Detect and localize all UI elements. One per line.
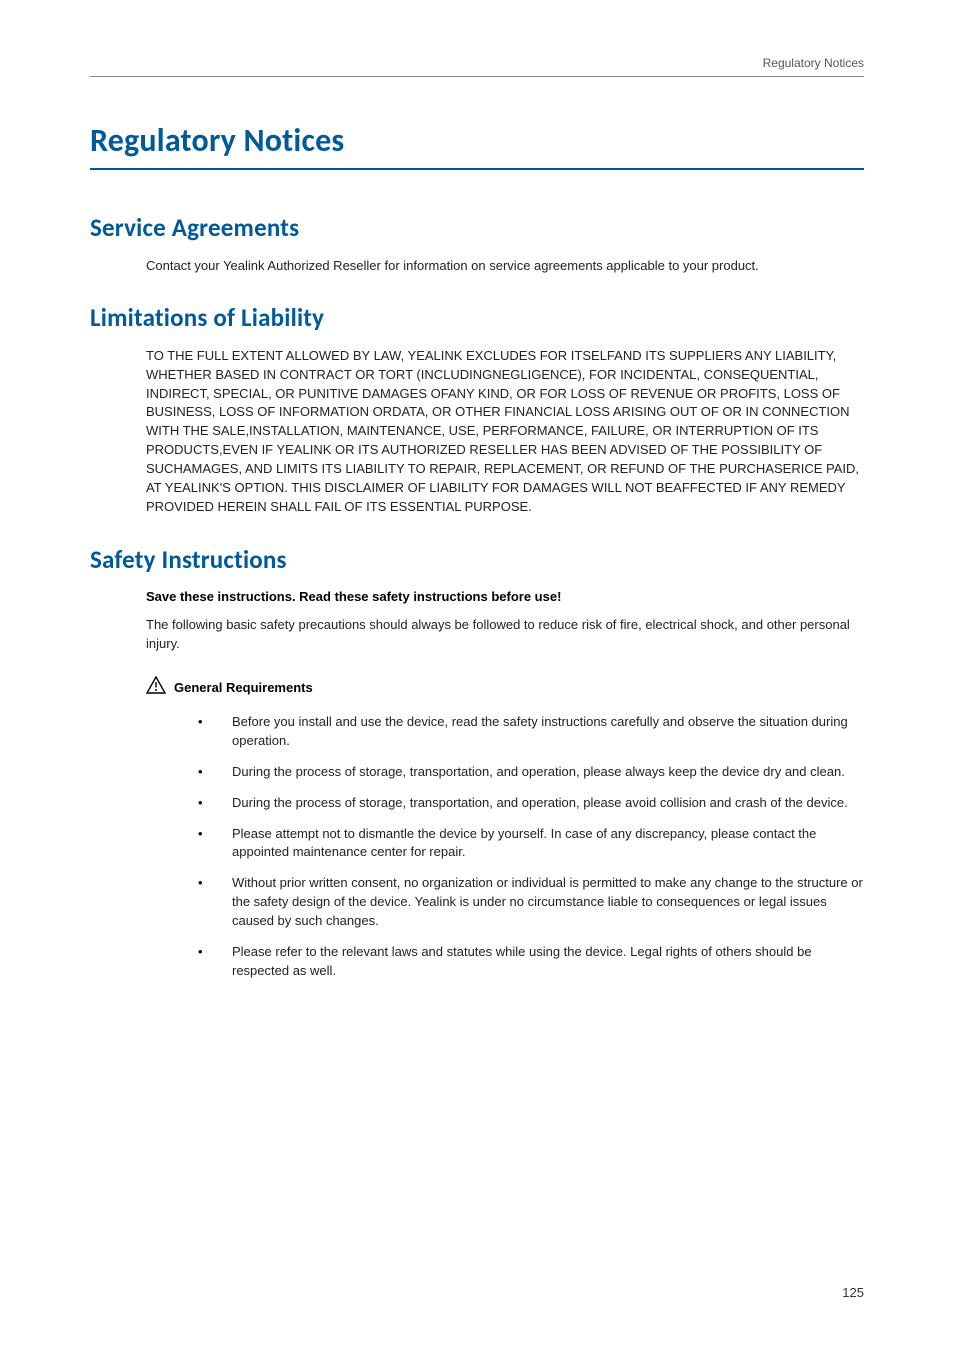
title-rule [90,168,864,170]
warning-icon [146,676,166,699]
list-item: Please refer to the relevant laws and st… [198,943,864,981]
list-item: Without prior written consent, no organi… [198,874,864,931]
list-item: Please attempt not to dismantle the devi… [198,825,864,863]
general-requirements-row: General Requirements [146,676,864,699]
service-agreements-body: Contact your Yealink Authorized Reseller… [146,257,864,276]
list-item: Before you install and use the device, r… [198,713,864,751]
page-title: Regulatory Notices [90,121,864,162]
safety-bullets: Before you install and use the device, r… [198,713,864,980]
safety-lead-bold: Save these instructions. Read these safe… [146,589,864,604]
running-header: Regulatory Notices [90,56,864,77]
general-requirements-label: General Requirements [174,680,313,695]
list-item: During the process of storage, transport… [198,763,864,782]
safety-lead-body: The following basic safety precautions s… [146,616,864,654]
limitations-body: TO THE FULL EXTENT ALLOWED BY LAW, YEALI… [146,347,864,517]
list-item: During the process of storage, transport… [198,794,864,813]
section-title-service-agreements: Service Agreements [90,212,864,243]
section-title-safety: Safety Instructions [90,544,864,575]
section-title-limitations: Limitations of Liability [90,302,864,333]
page-number: 125 [842,1285,864,1300]
